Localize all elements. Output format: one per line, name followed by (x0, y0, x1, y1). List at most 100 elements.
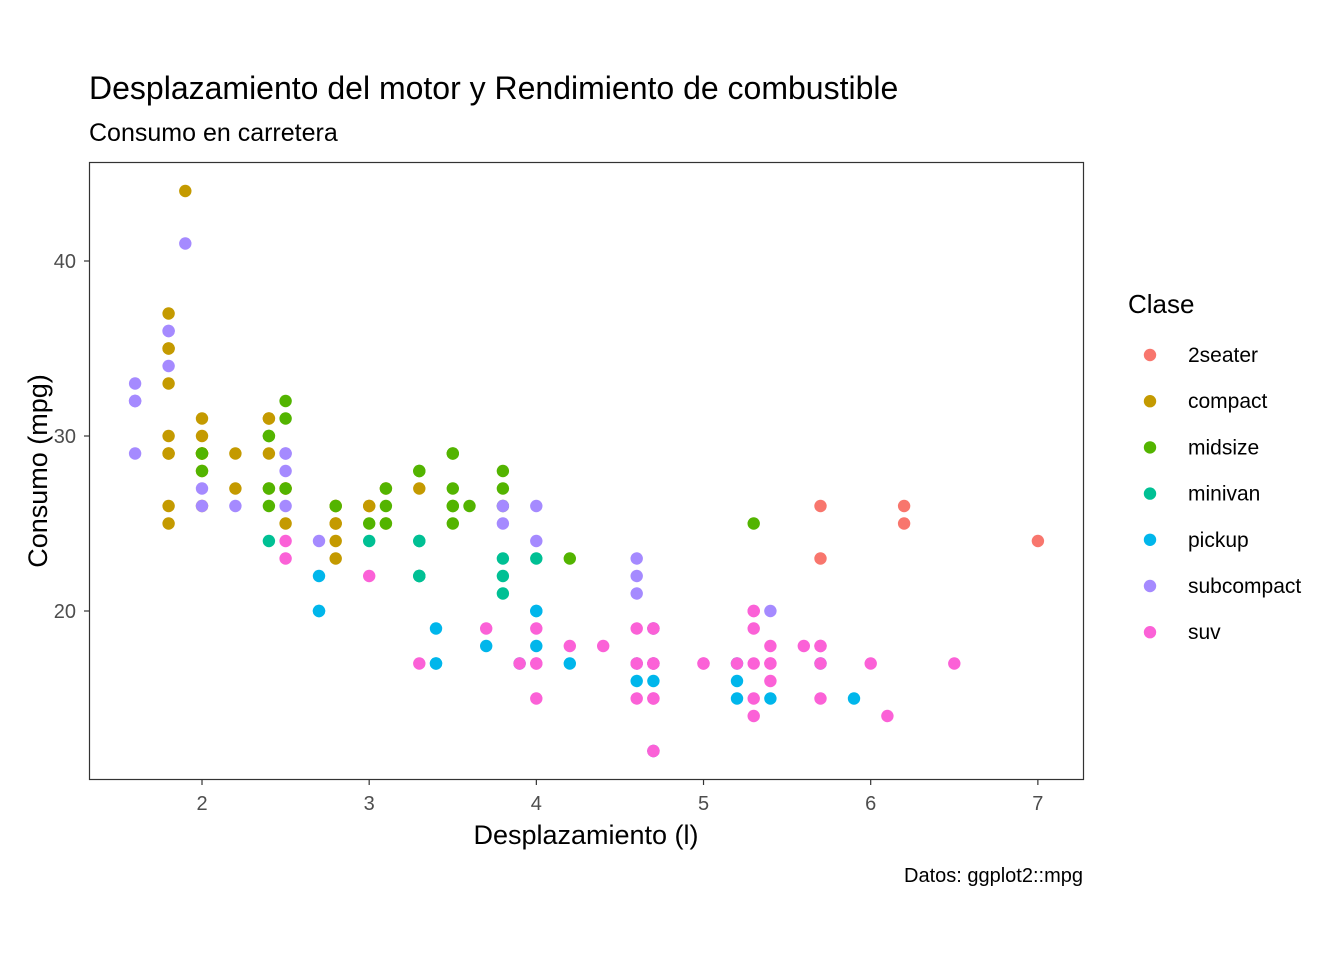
data-point (496, 499, 510, 513)
data-point (496, 482, 510, 495)
data-point (162, 447, 175, 460)
legend-key (1143, 533, 1157, 546)
data-point (881, 709, 894, 723)
legend-item-minivan: minivan (1143, 483, 1260, 506)
legend-key (1143, 626, 1157, 639)
legend: 2seater compact midsize minivan pickup subcom… (1143, 344, 1301, 644)
data-point (312, 534, 326, 548)
data-point (814, 639, 827, 653)
data-point (262, 412, 276, 425)
data-point (513, 657, 526, 670)
data-point (948, 657, 961, 670)
legend-item-pickup: pickup (1143, 529, 1249, 552)
data-point (814, 552, 827, 565)
legend-item-suv: suv (1143, 621, 1221, 644)
legend-key (1143, 579, 1157, 593)
data-point (329, 517, 342, 530)
data-point (496, 569, 510, 583)
data-point (128, 377, 142, 390)
data-point (530, 622, 543, 635)
data-point (630, 674, 643, 688)
data-point (847, 692, 861, 705)
data-point (279, 447, 292, 460)
series-subcompact (128, 237, 777, 618)
data-point (764, 657, 777, 670)
data-point (279, 517, 292, 530)
data-point (279, 464, 292, 478)
x-axis-ticks: 2 3 4 5 6 7 (196, 779, 1043, 815)
legend-title: Clase (1128, 289, 1194, 319)
legend-label: midsize (1188, 436, 1259, 459)
data-point (897, 499, 911, 513)
data-point (480, 622, 493, 635)
data-point (1031, 534, 1045, 548)
x-axis-title: Desplazamiento (l) (473, 820, 698, 850)
data-point (764, 692, 777, 705)
y-axis-ticks: 20 30 40 (54, 251, 90, 623)
data-point (814, 657, 827, 670)
data-point (747, 604, 760, 618)
chart-title: Desplazamiento del motor y Rendimiento d… (89, 70, 898, 106)
legend-label: minivan (1188, 483, 1260, 506)
data-point (195, 499, 209, 513)
data-point (329, 534, 342, 548)
data-point (379, 482, 393, 495)
data-point (279, 552, 292, 565)
legend-item-compact: compact (1143, 390, 1268, 413)
data-point (162, 307, 175, 320)
series-minivan (262, 534, 543, 600)
data-point (229, 499, 242, 513)
y-tick-label: 40 (54, 251, 76, 273)
legend-label: compact (1188, 390, 1268, 413)
chart-caption: Datos: ggplot2::mpg (904, 865, 1083, 887)
data-point (128, 394, 142, 408)
data-point (413, 464, 426, 478)
data-point (363, 534, 376, 548)
data-point (312, 604, 326, 618)
data-point (179, 184, 192, 198)
data-point (279, 499, 292, 513)
data-point (195, 464, 209, 478)
x-tick-label: 7 (1032, 793, 1043, 815)
data-point (195, 412, 209, 425)
data-point (563, 552, 576, 565)
y-tick-label: 20 (54, 601, 76, 623)
data-point (730, 692, 744, 705)
data-point (363, 569, 376, 583)
data-point (279, 482, 292, 495)
data-point (229, 482, 242, 495)
x-tick-label: 2 (196, 793, 207, 815)
data-point (814, 499, 827, 513)
data-point (730, 674, 744, 688)
data-point (630, 552, 643, 565)
data-point (429, 657, 443, 670)
data-point (446, 517, 459, 530)
data-point (446, 482, 459, 495)
data-point (530, 639, 543, 653)
data-point (480, 639, 493, 653)
data-point (747, 622, 760, 635)
panel-border (88, 161, 1085, 781)
legend-key (1143, 441, 1157, 454)
x-tick-label: 3 (364, 793, 375, 815)
data-point (363, 499, 376, 513)
data-point (329, 499, 342, 513)
x-tick-label: 4 (531, 793, 542, 815)
data-point (446, 499, 459, 513)
data-point (697, 657, 710, 670)
data-point (262, 447, 276, 460)
data-point (229, 447, 242, 460)
data-point (647, 622, 660, 635)
data-point (179, 237, 192, 250)
data-point (647, 692, 660, 705)
chart-subtitle: Consumo en carretera (89, 119, 338, 147)
data-point (496, 587, 510, 600)
data-point (647, 674, 660, 688)
series-suv (279, 534, 961, 758)
data-point (262, 534, 276, 548)
data-point (279, 534, 292, 548)
y-tick-label: 30 (54, 426, 76, 448)
data-point (463, 499, 476, 513)
